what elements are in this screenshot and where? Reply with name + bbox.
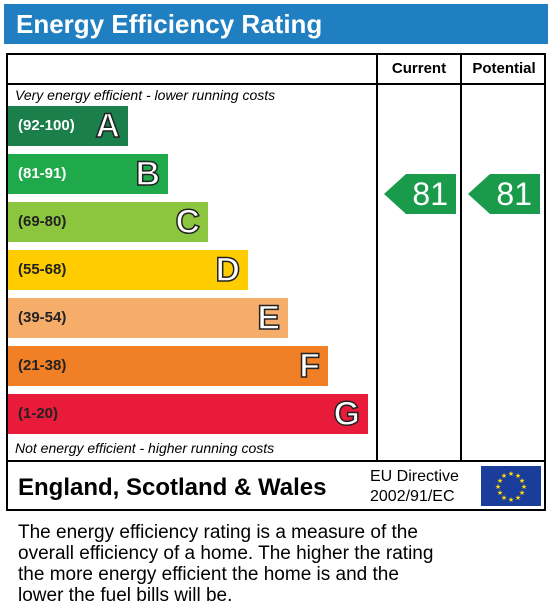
svg-text:★: ★ — [497, 477, 503, 485]
svg-text:★: ★ — [508, 496, 514, 504]
note-efficient: Very energy efficient - lower running co… — [15, 87, 276, 103]
footer-divider — [6, 460, 546, 462]
band-a: (92-100) A — [8, 106, 128, 146]
band-e-range: (39-54) — [18, 309, 67, 326]
band-d-range: (55-68) — [18, 261, 67, 278]
band-c: (69-80) C — [8, 202, 208, 242]
note-inefficient: Not energy efficient - higher running co… — [15, 440, 275, 456]
svg-text:★: ★ — [495, 483, 501, 491]
band-b: (81-91) B — [8, 154, 168, 194]
svg-text:★: ★ — [515, 494, 521, 502]
svg-text:★: ★ — [501, 472, 507, 480]
band-g-letter: G — [333, 394, 361, 434]
band-c-range: (69-80) — [18, 213, 67, 230]
header-divider — [6, 83, 546, 85]
eu-flag-icon: ★ ★ ★ ★ ★ ★ ★ ★ ★ ★ ★ ★ — [481, 466, 541, 506]
divider-current — [376, 53, 378, 461]
band-g: (1-20) G — [8, 394, 368, 434]
band-d-letter: D — [215, 250, 241, 290]
band-e-letter: E — [257, 298, 281, 338]
rating-table — [6, 53, 546, 511]
band-d: (55-68) D — [8, 250, 248, 290]
eu-directive-line2: 2002/91/EC — [370, 488, 455, 505]
band-a-letter: A — [95, 106, 121, 146]
svg-text:★: ★ — [519, 477, 525, 485]
band-c-letter: C — [175, 202, 201, 242]
description-line-1: The energy efficiency rating is a measur… — [18, 522, 418, 543]
band-f-range: (21-38) — [18, 357, 67, 374]
svg-text:★: ★ — [501, 494, 507, 502]
svg-text:★: ★ — [497, 489, 503, 497]
potential-rating-arrow: 81 — [468, 174, 540, 214]
band-f-letter: F — [298, 346, 320, 386]
band-g-range: (1-20) — [18, 405, 59, 422]
description-line-2: overall efficiency of a home. The higher… — [18, 543, 434, 564]
divider-potential — [460, 53, 462, 461]
description-line-3: the more energy efficient the home is an… — [18, 564, 399, 585]
eu-directive: EU Directive 2002/91/EC — [370, 467, 459, 507]
band-a-range: (92-100) — [18, 117, 75, 134]
svg-text:★: ★ — [508, 470, 514, 478]
band-e: (39-54) E — [8, 298, 288, 338]
band-b-range: (81-91) — [18, 165, 67, 182]
column-current: Current — [391, 60, 447, 77]
band-b-letter: B — [135, 154, 161, 194]
chart-title: Energy Efficiency Rating — [4, 4, 548, 44]
svg-text:★: ★ — [515, 472, 521, 480]
description: The energy efficiency rating is a measur… — [18, 522, 538, 606]
band-f: (21-38) F — [8, 346, 328, 386]
eu-directive-line1: EU Directive — [370, 468, 459, 485]
region-label: England, Scotland & Wales — [18, 474, 327, 501]
svg-text:★: ★ — [519, 489, 525, 497]
column-potential: Potential — [472, 60, 536, 77]
svg-text:★: ★ — [521, 483, 527, 491]
description-line-4: lower the fuel bills will be. — [18, 585, 233, 606]
